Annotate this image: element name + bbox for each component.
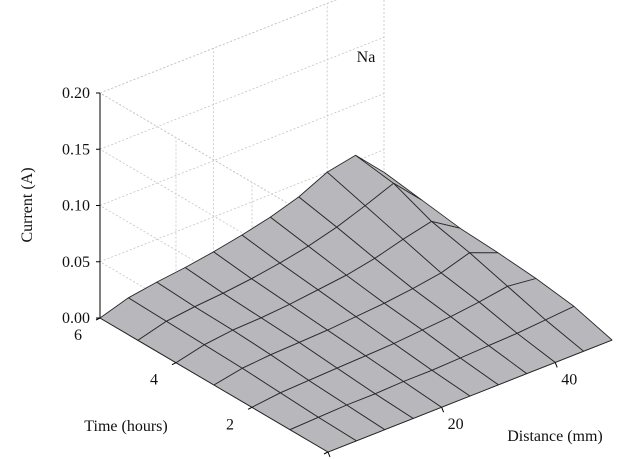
y-tick-mark: [95, 317, 101, 321]
y-axis-label: Time (hours): [84, 418, 167, 435]
x-tick-mark: [441, 407, 445, 413]
z-tick-label: 0.10: [62, 198, 90, 215]
chart-title: Na: [357, 49, 376, 66]
z-tick-label: 0.00: [62, 310, 90, 327]
surface-facet: [545, 305, 613, 352]
x-tick-mark: [554, 362, 558, 368]
y-tick-label: 4: [150, 372, 158, 389]
z-axis-label: Current (A): [19, 167, 36, 242]
x-tick-label: 20: [448, 416, 464, 433]
x-axis-label: Distance (mm): [507, 428, 603, 445]
box-edge: [99, 0, 337, 94]
y-tick-label: 6: [74, 327, 82, 344]
x-tick-mark: [327, 451, 331, 458]
y-tick-mark: [171, 362, 177, 366]
surface: [99, 154, 613, 453]
grid-line: [99, 93, 385, 206]
grid-line: [99, 36, 385, 150]
y-tick-mark: [323, 451, 329, 455]
x-tick-label: 40: [561, 371, 577, 388]
y-tick-label: 2: [226, 416, 234, 433]
tick-labels: 0.000.050.100.150.20020400246: [62, 85, 577, 458]
z-tick-label: 0.20: [62, 85, 90, 102]
y-tick-mark: [247, 406, 253, 410]
grid-line: [99, 149, 385, 263]
z-tick-label: 0.15: [62, 141, 90, 158]
grid-line: [99, 0, 337, 94]
z-tick-label: 0.05: [62, 254, 90, 271]
